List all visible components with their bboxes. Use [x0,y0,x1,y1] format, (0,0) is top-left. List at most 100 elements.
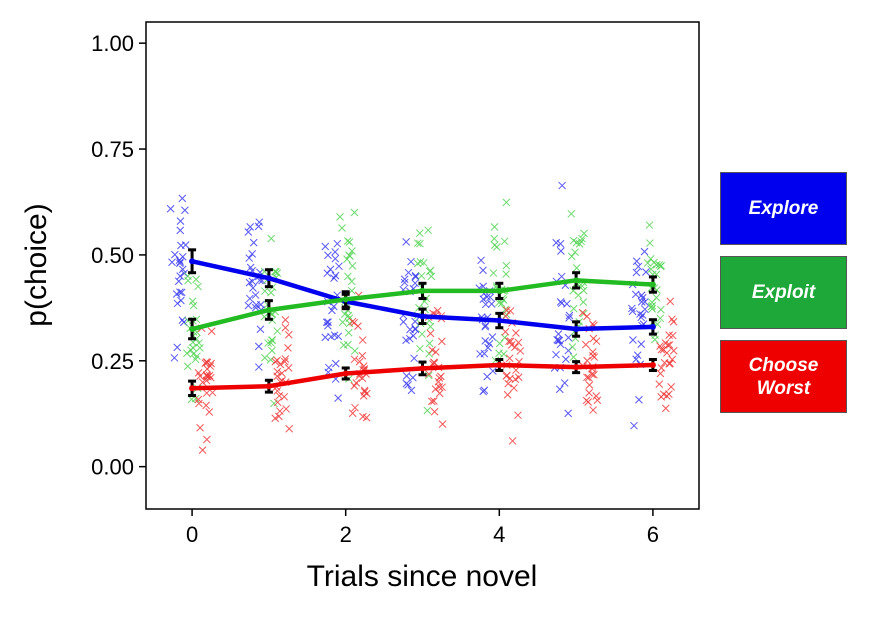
scatter-point [271,357,280,366]
scatter-point [344,328,353,337]
scatter-point [330,274,338,282]
scatter-point [433,306,442,315]
scatter-point [358,374,367,383]
scatter-point [426,329,435,338]
scatter-point [578,308,587,317]
scatter-point [655,261,664,269]
scatter-point [196,423,204,432]
scatter-point [430,397,438,405]
scatter-point [500,237,509,246]
axes: 0 2 4 6 0.00 0.25 0.50 0.75 1.00 [91,31,659,547]
scatter-point [348,409,357,418]
scatter-point [479,295,488,303]
legend-explore: Explore [720,172,847,245]
mean-point [649,323,656,330]
scatter-point [418,330,426,338]
scatter-point [407,257,415,266]
scatter-point [481,337,490,345]
scatter-point [666,297,675,306]
x-tick-label: 0 [186,522,198,547]
scatter-point [254,342,263,351]
scatter-point [331,254,340,263]
scatter-point [484,343,492,352]
scatter-point [251,291,260,299]
scatter-point [663,349,671,357]
scatter-point [637,340,646,348]
scatter-point [176,226,185,235]
scatter-point [427,397,436,406]
scatter-point [424,371,433,380]
scatter-point [251,303,260,312]
scatter-point [425,349,434,358]
scatter-points [166,181,678,454]
x-axis-title: Trials since novel [307,560,538,593]
scatter-point [669,317,678,326]
scatter-point [266,355,275,364]
scatter-point [246,223,255,231]
mean-point [419,365,426,372]
scatter-point [487,300,496,308]
scatter-point [203,372,211,381]
scatter-point [583,312,591,321]
scatter-point [168,258,176,267]
scatter-point [205,408,214,416]
scatter-point [324,321,332,330]
scatter-point [330,331,339,340]
mean-point [496,287,503,294]
scatter-point [436,372,445,381]
scatter-point [264,339,273,347]
scatter-point [255,363,263,371]
scatter-point [556,340,565,349]
scatter-point [344,272,352,281]
scatter-point [345,251,353,260]
scatter-point [409,373,417,382]
scatter-point [411,273,420,281]
scatter-point [273,398,282,407]
scatter-point [424,370,433,378]
scatter-point [271,414,280,423]
scatter-point [565,314,573,322]
scatter-point [495,349,503,358]
scatter-point [555,385,564,394]
scatter-point [331,271,340,280]
scatter-point [488,333,497,341]
scatter-point [354,322,362,330]
scatter-point [659,390,668,399]
scatter-point [348,317,357,326]
scatter-point [282,405,290,413]
scatter-point [281,316,290,324]
scatter-point [481,322,490,331]
scatter-point [331,359,340,368]
scatter-point [352,379,361,387]
scatter-point [252,300,261,309]
scatter-point [641,305,649,314]
scatter-point [196,344,204,352]
scatter-point [505,337,513,346]
y-tick-label: 0.50 [91,243,134,268]
scatter-point [194,369,203,377]
scatter-point [668,315,676,324]
mean-point [265,306,272,313]
scatter-point [273,387,282,395]
scatter-point [284,330,293,339]
scatter-point [184,276,192,285]
mean-point [342,370,349,377]
scatter-point [183,362,192,371]
scatter-point [413,239,422,248]
scatter-point [489,367,497,375]
scatter-point [628,307,637,316]
scatter-point [590,370,598,379]
scatter-point [202,358,211,366]
mean-point [573,277,580,284]
scatter-point [194,282,202,291]
scatter-point [187,346,195,355]
scatter-point [512,366,520,375]
scatter-point [416,258,425,266]
scatter-point [633,351,642,360]
scatter-point [665,341,674,349]
scatter-point [579,298,588,307]
scatter-point [268,346,276,355]
scatter-point [431,348,440,356]
scatter-point [347,277,356,286]
scatter-point [585,381,594,389]
